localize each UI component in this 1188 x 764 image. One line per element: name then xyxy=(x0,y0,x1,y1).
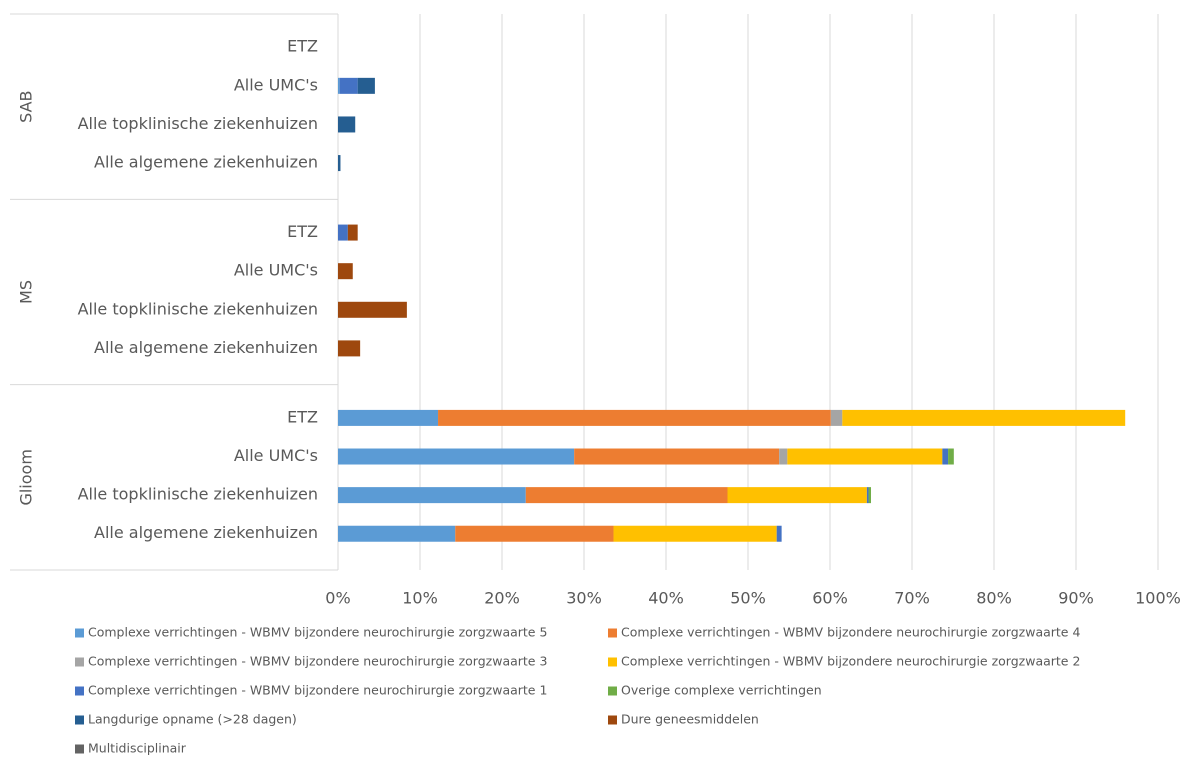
legend-label: Complexe verrichtingen - WBMV bijzondere… xyxy=(621,625,1080,640)
category-label: Alle topklinische ziekenhuizen xyxy=(78,299,318,318)
legend-label: Complexe verrichtingen - WBMV bijzondere… xyxy=(88,625,547,640)
legend-label: Multidisciplinair xyxy=(88,741,187,756)
legend-swatch xyxy=(608,657,617,667)
legend-swatch xyxy=(75,657,84,667)
group-label: Glioom xyxy=(17,449,36,505)
bar-segment xyxy=(357,77,375,94)
category-label: Alle algemene ziekenhuizen xyxy=(94,153,318,172)
bar-segment xyxy=(338,77,340,94)
category-label: Alle topklinische ziekenhuizen xyxy=(78,114,318,133)
x-tick-label: 80% xyxy=(976,589,1012,608)
bar-segment xyxy=(525,487,728,504)
bar-segment xyxy=(338,448,575,465)
bar-segment xyxy=(338,301,407,318)
bar-segment xyxy=(455,525,614,542)
legend-swatch xyxy=(75,744,84,754)
legend-swatch xyxy=(608,715,617,725)
x-tick-label: 70% xyxy=(894,589,930,608)
category-label: Alle UMC's xyxy=(234,75,318,94)
category-label: ETZ xyxy=(287,407,318,426)
bar-segment xyxy=(868,487,871,504)
legend-swatch xyxy=(75,628,84,638)
x-tick-label: 40% xyxy=(648,589,684,608)
x-tick-label: 0% xyxy=(325,589,350,608)
category-label: ETZ xyxy=(287,37,318,56)
bar-segment xyxy=(727,487,867,504)
x-tick-label: 20% xyxy=(484,589,520,608)
bar-segment xyxy=(338,155,341,172)
bar-segment xyxy=(338,487,526,504)
bar-segment xyxy=(613,525,777,542)
legend-swatch xyxy=(608,628,617,638)
legend-swatch xyxy=(75,686,84,696)
bar-segment xyxy=(338,409,439,426)
bar-segment xyxy=(438,409,831,426)
legend-label: Overige complexe verrichtingen xyxy=(621,683,822,698)
x-tick-label: 100% xyxy=(1135,589,1181,608)
category-label: ETZ xyxy=(287,222,318,241)
x-tick-label: 10% xyxy=(402,589,438,608)
legend-swatch xyxy=(608,686,617,696)
category-label: Alle algemene ziekenhuizen xyxy=(94,338,318,357)
bar-segment xyxy=(347,224,358,241)
legend-label: Langdurige opname (>28 dagen) xyxy=(88,712,297,727)
category-label: Alle algemene ziekenhuizen xyxy=(94,523,318,542)
group-label: SAB xyxy=(17,90,36,122)
bar-segment xyxy=(842,409,1126,426)
bar-segment xyxy=(338,263,353,280)
bar-segment xyxy=(339,77,358,94)
bar-segment xyxy=(338,224,348,241)
bar-segment xyxy=(948,448,954,465)
legend-label: Complexe verrichtingen - WBMV bijzondere… xyxy=(88,654,547,669)
legend-swatch xyxy=(75,715,84,725)
category-label: Alle UMC's xyxy=(234,261,318,280)
x-tick-label: 30% xyxy=(566,589,602,608)
bar-segment xyxy=(338,525,456,542)
bar-segment xyxy=(942,448,949,465)
legend-label: Complexe verrichtingen - WBMV bijzondere… xyxy=(621,654,1080,669)
bar-segment xyxy=(338,340,361,357)
x-tick-label: 50% xyxy=(730,589,766,608)
category-label: Alle UMC's xyxy=(234,446,318,465)
x-tick-label: 60% xyxy=(812,589,848,608)
bar-segment xyxy=(338,116,356,133)
group-label: MS xyxy=(17,280,36,304)
legend-label: Complexe verrichtingen - WBMV bijzondere… xyxy=(88,683,547,698)
bar-segment xyxy=(787,448,943,465)
bar-segment xyxy=(830,409,843,426)
bar-segment xyxy=(866,487,869,504)
bar-segment xyxy=(779,448,788,465)
category-label: Alle topklinische ziekenhuizen xyxy=(78,485,318,504)
legend-label: Dure geneesmiddelen xyxy=(621,712,759,727)
x-tick-label: 90% xyxy=(1058,589,1094,608)
bar-segment xyxy=(574,448,780,465)
bar-segment xyxy=(776,525,782,542)
